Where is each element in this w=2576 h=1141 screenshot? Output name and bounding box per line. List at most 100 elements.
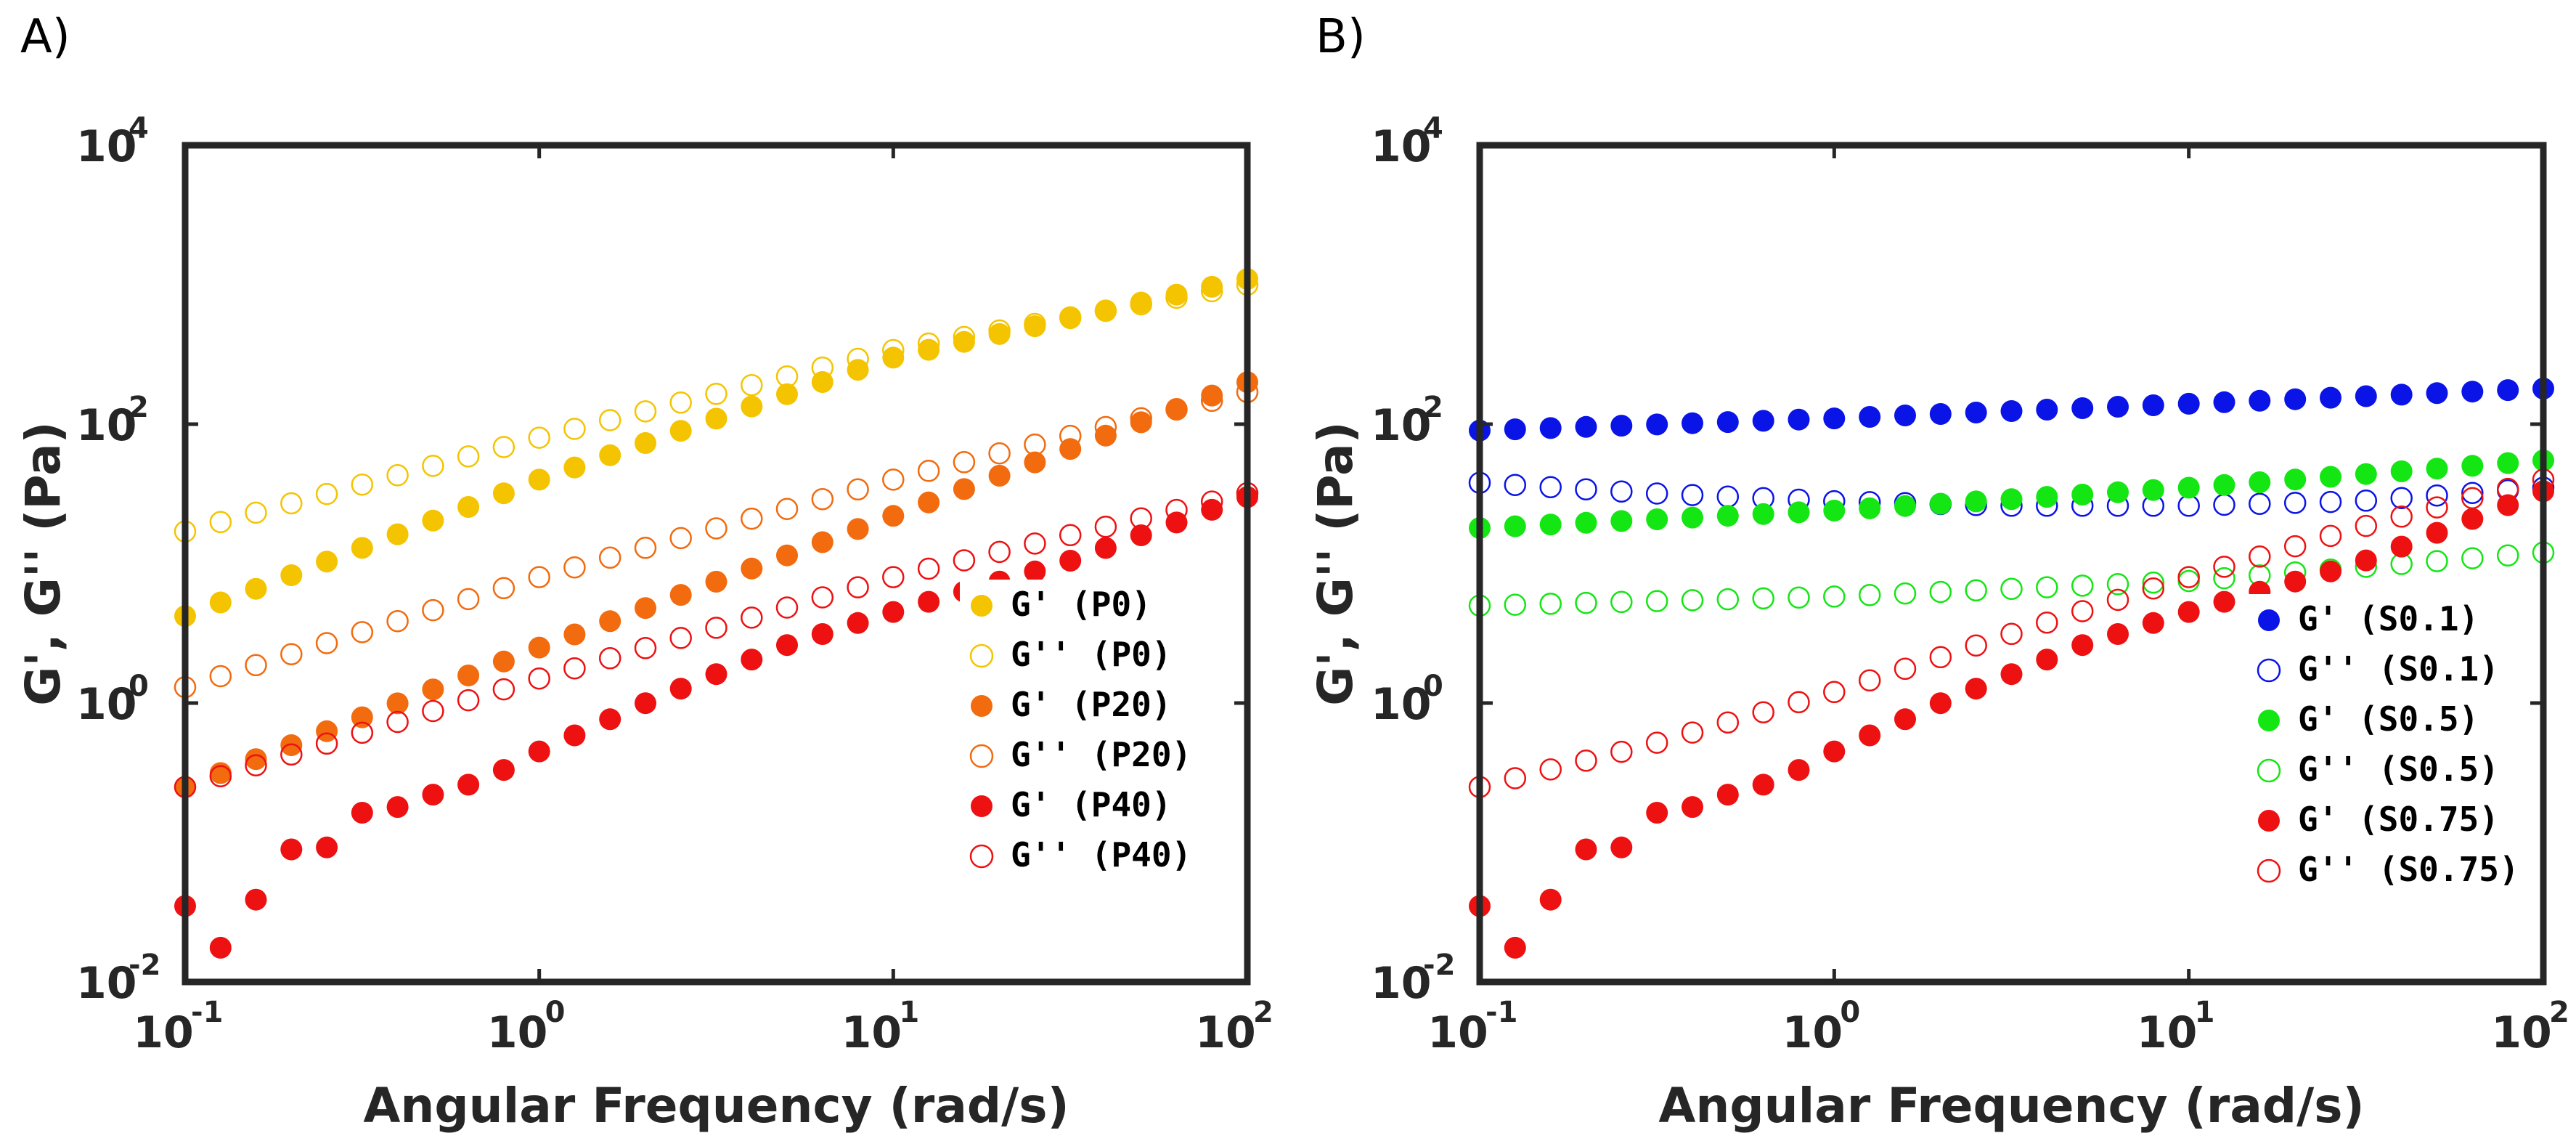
data-point (2106, 588, 2129, 612)
data-point (1929, 403, 1952, 425)
data-point (209, 665, 232, 688)
data-point (1965, 678, 1987, 700)
data-points (1468, 378, 2555, 959)
data-point (2036, 399, 2058, 421)
y-tick-label: 10 (1371, 121, 1432, 172)
data-point (776, 383, 798, 405)
data-point (635, 692, 656, 715)
data-point (847, 347, 869, 370)
data-point (1682, 412, 1703, 434)
data-point (1716, 485, 1740, 508)
data-point (2249, 492, 2271, 515)
data-point (351, 721, 374, 744)
y-tick-exponent: -2 (129, 949, 160, 982)
series-1 (174, 268, 1258, 628)
y-tick-exponent: 2 (1423, 391, 1443, 424)
data-point (1859, 497, 1881, 519)
series-6 (1468, 468, 2555, 798)
data-point (528, 426, 550, 449)
data-point (2284, 570, 2307, 593)
data-point (1681, 484, 1704, 506)
data-point (315, 732, 338, 755)
y-tick-label: 10 (1371, 679, 1432, 730)
data-point (1575, 415, 1597, 438)
data-point (1646, 802, 1668, 824)
data-point (1024, 433, 1046, 456)
data-point (741, 649, 763, 671)
x-tick-label: 10 (1427, 1007, 1488, 1058)
data-point (1823, 500, 1846, 521)
data-point (457, 665, 480, 686)
data-point (953, 451, 976, 474)
data-point (1716, 711, 1740, 734)
data-point (1094, 299, 1117, 322)
y-tick-label: 10 (1371, 400, 1432, 451)
data-point (1894, 582, 1917, 605)
data-point (1682, 796, 1703, 819)
data-point (1575, 478, 1597, 500)
data-point (2249, 389, 2271, 412)
data-point (882, 338, 905, 362)
data-point (1504, 936, 1526, 959)
plot-frame (182, 142, 1251, 986)
data-point (2283, 535, 2307, 558)
data-point (1894, 657, 1917, 681)
data-point (1130, 293, 1152, 316)
data-point (847, 576, 869, 598)
data-point (245, 754, 267, 776)
data-point (1859, 406, 1881, 428)
legend-entry: G' (S0.75) (2298, 800, 2499, 839)
data-point (563, 657, 586, 680)
data-point (1965, 634, 1987, 657)
series-5 (1469, 480, 2554, 959)
data-point (634, 400, 657, 423)
data-point (1965, 402, 1987, 423)
x-tick-exponent: 1 (2195, 996, 2215, 1029)
data-point (1504, 474, 1527, 496)
data-point (1858, 669, 1881, 692)
data-point (1059, 550, 1082, 572)
data-point (2000, 663, 2023, 686)
data-point (1165, 498, 1188, 521)
data-point (1610, 590, 1633, 614)
data-point (669, 391, 692, 414)
data-point (280, 743, 303, 766)
data-point (1024, 451, 1046, 474)
data-point (775, 596, 799, 619)
data-point (2071, 634, 2094, 657)
legend-entry: G' (P40) (1011, 785, 1172, 824)
data-point (917, 332, 940, 355)
legend-entry: G'' (S0.5) (2298, 750, 2499, 789)
data-point (988, 540, 1011, 564)
x-tick-exponent: 2 (1253, 996, 1273, 1029)
data-point (1504, 515, 1526, 537)
data-point (386, 609, 409, 633)
y-tick-exponent: -2 (1423, 949, 1455, 982)
data-point (669, 420, 692, 442)
y-tick-exponent: 2 (129, 391, 149, 424)
data-points (174, 268, 1259, 959)
data-point (1894, 708, 1916, 731)
data-point (669, 627, 692, 649)
data-point (1645, 731, 1668, 754)
data-point (847, 478, 869, 501)
legend-marker (2257, 858, 2281, 883)
data-point (882, 346, 905, 369)
data-point (351, 621, 374, 643)
data-point (847, 518, 869, 540)
data-point (1965, 579, 1987, 602)
data-point (1823, 407, 1846, 430)
data-point (386, 796, 409, 819)
x-axis-label: Angular Frequency (rad/s) (1658, 1078, 2364, 1134)
data-point (2000, 577, 2023, 600)
data-point (2036, 576, 2058, 598)
x-tick-exponent: 1 (899, 996, 919, 1029)
y-tick-label: 10 (76, 121, 137, 172)
data-point (1539, 888, 1562, 911)
data-point (988, 442, 1011, 465)
data-point (988, 465, 1011, 487)
data-point (528, 566, 550, 588)
data-point (2142, 479, 2164, 501)
legend-marker (2258, 710, 2280, 731)
